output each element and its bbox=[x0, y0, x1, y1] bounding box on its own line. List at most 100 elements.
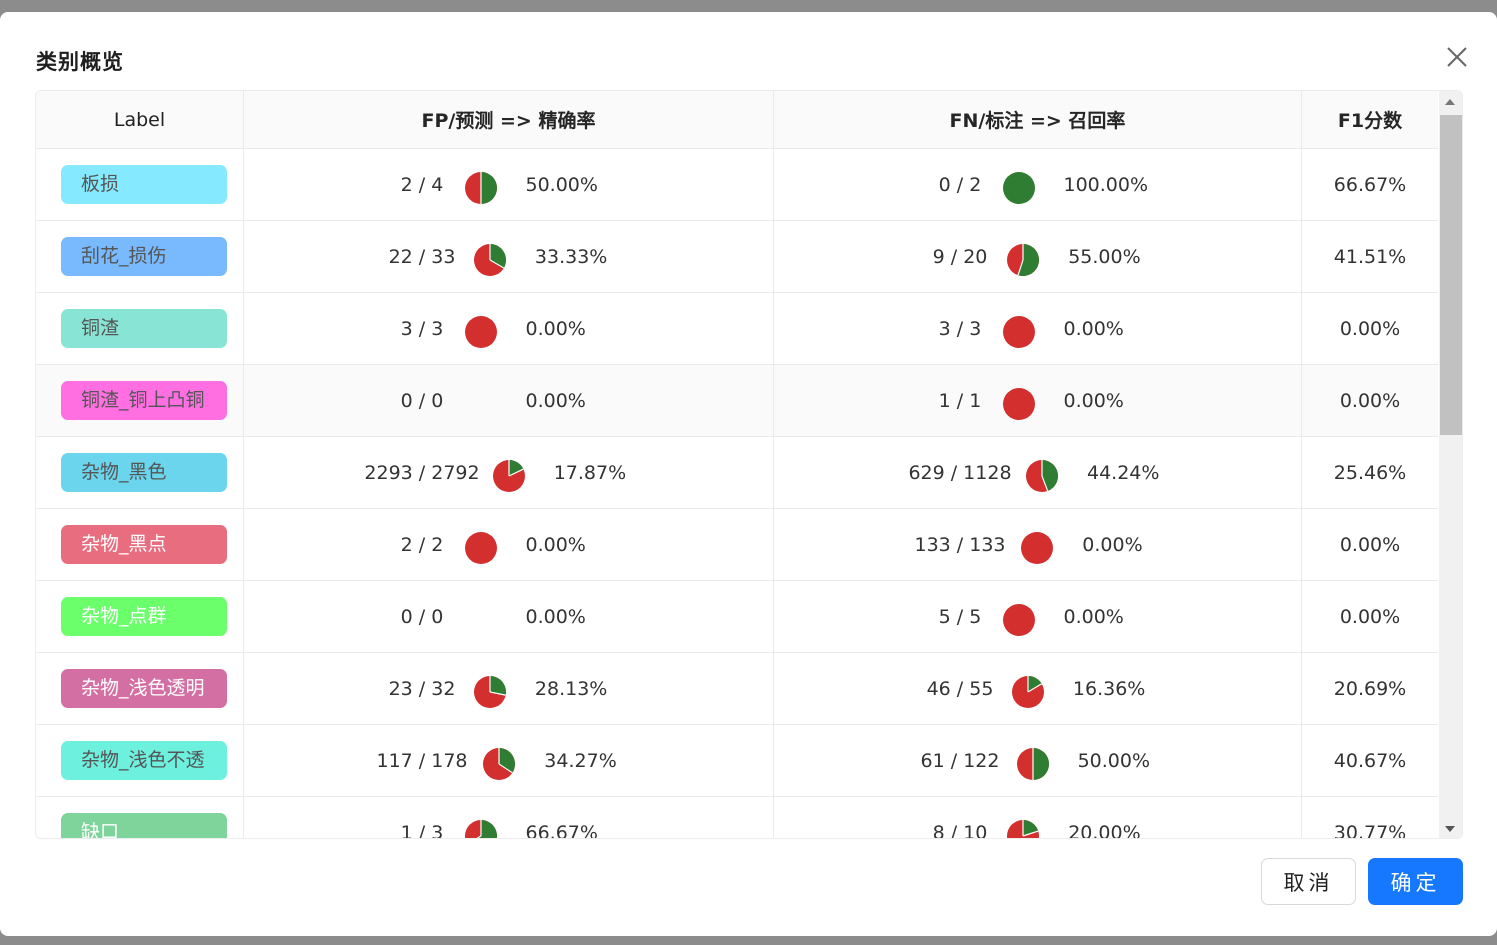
label-cell: 杂物_黑色 bbox=[36, 437, 244, 508]
label-tag[interactable]: 杂物_浅色不透 bbox=[61, 741, 227, 780]
label-tag[interactable]: 铜渣 bbox=[61, 309, 227, 348]
precision-cell: 3 / 3 0.00% bbox=[244, 293, 774, 364]
recall-value: 100.00% bbox=[1063, 173, 1149, 196]
cancel-button[interactable]: 取消 bbox=[1261, 858, 1356, 905]
pie-chart-icon bbox=[483, 748, 516, 780]
header-recall: FN/标注 => 召回率 bbox=[774, 91, 1302, 148]
table-row[interactable]: 杂物_点群 0 / 0 0.00% 5 / 5 0.00% 0.00% bbox=[36, 581, 1438, 653]
precision-cell: 22 / 33 33.33% bbox=[244, 221, 774, 292]
table-row[interactable]: 缺口 1 / 3 66.67% 8 / 10 20.00% 30.77% bbox=[36, 797, 1438, 839]
label-tag[interactable]: 杂物_浅色透明 bbox=[61, 669, 227, 708]
pie-chart-icon bbox=[1002, 388, 1035, 420]
precision-fraction: 0 / 0 bbox=[400, 605, 444, 628]
f1-value: 0.00% bbox=[1339, 317, 1401, 340]
label-cell: 杂物_浅色不透 bbox=[36, 725, 244, 796]
ok-button[interactable]: 确定 bbox=[1368, 858, 1463, 905]
pie-chart-icon bbox=[1021, 532, 1054, 564]
f1-cell: 0.00% bbox=[1302, 509, 1438, 580]
label-cell: 铜渣 bbox=[36, 293, 244, 364]
recall-cell: 629 / 1128 44.24% bbox=[774, 437, 1302, 508]
recall-fraction: 3 / 3 bbox=[938, 317, 982, 340]
table-row[interactable]: 刮花_损伤 22 / 33 33.33% 9 / 20 55.00% 41.51% bbox=[36, 221, 1438, 293]
precision-value: 17.87% bbox=[553, 461, 627, 484]
pie-chart-icon bbox=[1007, 820, 1040, 838]
recall-value: 20.00% bbox=[1068, 821, 1141, 839]
vertical-scrollbar[interactable] bbox=[1439, 91, 1462, 838]
table-row[interactable]: 铜渣_铜上凸铜 0 / 0 0.00% 1 / 1 0.00% 0.00% bbox=[36, 365, 1438, 437]
precision-cell: 2 / 4 50.00% bbox=[244, 149, 774, 220]
pie-chart-icon bbox=[1002, 172, 1035, 204]
recall-fraction: 1 / 1 bbox=[938, 389, 982, 412]
label-cell: 铜渣_铜上凸铜 bbox=[36, 365, 244, 436]
label-cell: 杂物_黑点 bbox=[36, 509, 244, 580]
precision-cell: 2 / 2 0.00% bbox=[244, 509, 774, 580]
recall-cell: 9 / 20 55.00% bbox=[774, 221, 1302, 292]
recall-cell: 0 / 2 100.00% bbox=[774, 149, 1302, 220]
recall-value: 0.00% bbox=[1063, 317, 1124, 340]
label-tag[interactable]: 刮花_损伤 bbox=[61, 237, 227, 276]
label-tag[interactable]: 铜渣_铜上凸铜 bbox=[61, 381, 227, 420]
table-row[interactable]: 杂物_浅色透明 23 / 32 28.13% 46 / 55 16.36% 20.69% bbox=[36, 653, 1438, 725]
precision-value: 33.33% bbox=[534, 245, 608, 268]
pie-chart-icon bbox=[473, 244, 506, 276]
category-overview-modal: 类别概览 Label FP/预测 => 精确率 FN/标注 => 召回率 F1分… bbox=[0, 12, 1497, 936]
precision-value: 0.00% bbox=[525, 389, 586, 412]
table-row[interactable]: 杂物_浅色不透 117 / 178 34.27% 61 / 122 50.00% 40.6… bbox=[36, 725, 1438, 797]
category-table: Label FP/预测 => 精确率 FN/标注 => 召回率 F1分数 板损 2… bbox=[35, 90, 1463, 839]
f1-cell: 66.67% bbox=[1302, 149, 1438, 220]
pie-chart-icon bbox=[473, 676, 506, 708]
table-row[interactable]: 杂物_黑点 2 / 2 0.00% 133 / 133 0.00% 0.00% bbox=[36, 509, 1438, 581]
f1-value: 30.77% bbox=[1333, 821, 1407, 839]
precision-value: 0.00% bbox=[525, 533, 586, 556]
label-tag[interactable]: 缺口 bbox=[61, 813, 227, 838]
modal-title: 类别概览 bbox=[36, 50, 124, 74]
table-row[interactable]: 铜渣 3 / 3 0.00% 3 / 3 0.00% 0.00% bbox=[36, 293, 1438, 365]
scroll-thumb[interactable] bbox=[1440, 115, 1462, 435]
f1-value: 0.00% bbox=[1339, 605, 1401, 628]
recall-value: 0.00% bbox=[1082, 533, 1143, 556]
scroll-up-arrow-icon[interactable] bbox=[1445, 99, 1455, 105]
f1-cell: 0.00% bbox=[1302, 365, 1438, 436]
recall-cell: 5 / 5 0.00% bbox=[774, 581, 1302, 652]
f1-cell: 0.00% bbox=[1302, 581, 1438, 652]
label-tag[interactable]: 杂物_黑色 bbox=[61, 453, 227, 492]
f1-value: 0.00% bbox=[1339, 389, 1401, 412]
recall-cell: 3 / 3 0.00% bbox=[774, 293, 1302, 364]
precision-cell: 117 / 178 34.27% bbox=[244, 725, 774, 796]
recall-fraction: 629 / 1128 bbox=[908, 461, 1012, 484]
pie-chart-icon bbox=[464, 316, 497, 348]
close-button[interactable] bbox=[1440, 40, 1474, 74]
recall-cell: 46 / 55 16.36% bbox=[774, 653, 1302, 724]
recall-cell: 8 / 10 20.00% bbox=[774, 797, 1302, 839]
precision-fraction: 3 / 3 bbox=[400, 317, 444, 340]
precision-value: 0.00% bbox=[525, 317, 586, 340]
pie-chart-icon bbox=[1002, 316, 1035, 348]
precision-cell: 2293 / 2792 17.87% bbox=[244, 437, 774, 508]
pie-chart-icon bbox=[1016, 748, 1049, 780]
pie-chart-icon bbox=[492, 460, 525, 492]
recall-fraction: 9 / 20 bbox=[932, 245, 988, 268]
label-tag[interactable]: 杂物_点群 bbox=[61, 597, 227, 636]
f1-value: 40.67% bbox=[1333, 749, 1407, 772]
precision-fraction: 2 / 2 bbox=[400, 533, 444, 556]
pie-chart-icon bbox=[1002, 604, 1035, 636]
table-row[interactable]: 板损 2 / 4 50.00% 0 / 2 100.00% 66.67% bbox=[36, 149, 1438, 221]
table-row[interactable]: 杂物_黑色 2293 / 2792 17.87% 629 / 1128 44.24% 25… bbox=[36, 437, 1438, 509]
table-body: 板损 2 / 4 50.00% 0 / 2 100.00% 66.67% 刮花_损伤 22 /… bbox=[36, 149, 1438, 839]
recall-fraction: 0 / 2 bbox=[938, 173, 982, 196]
recall-value: 50.00% bbox=[1077, 749, 1151, 772]
recall-cell: 61 / 122 50.00% bbox=[774, 725, 1302, 796]
scroll-down-arrow-icon[interactable] bbox=[1445, 826, 1455, 832]
pie-chart-icon bbox=[464, 532, 497, 564]
recall-fraction: 5 / 5 bbox=[938, 605, 982, 628]
precision-cell: 1 / 3 66.67% bbox=[244, 797, 774, 838]
recall-fraction: 46 / 55 bbox=[926, 677, 994, 700]
precision-fraction: 23 / 32 bbox=[388, 677, 456, 700]
f1-cell: 41.51% bbox=[1302, 221, 1438, 292]
recall-cell: 1 / 1 0.00% bbox=[774, 365, 1302, 436]
label-tag[interactable]: 杂物_黑点 bbox=[61, 525, 227, 564]
label-tag[interactable]: 板损 bbox=[61, 165, 227, 204]
label-cell: 杂物_浅色透明 bbox=[36, 653, 244, 724]
precision-fraction: 22 / 33 bbox=[388, 245, 456, 268]
recall-cell: 133 / 133 0.00% bbox=[774, 509, 1302, 580]
